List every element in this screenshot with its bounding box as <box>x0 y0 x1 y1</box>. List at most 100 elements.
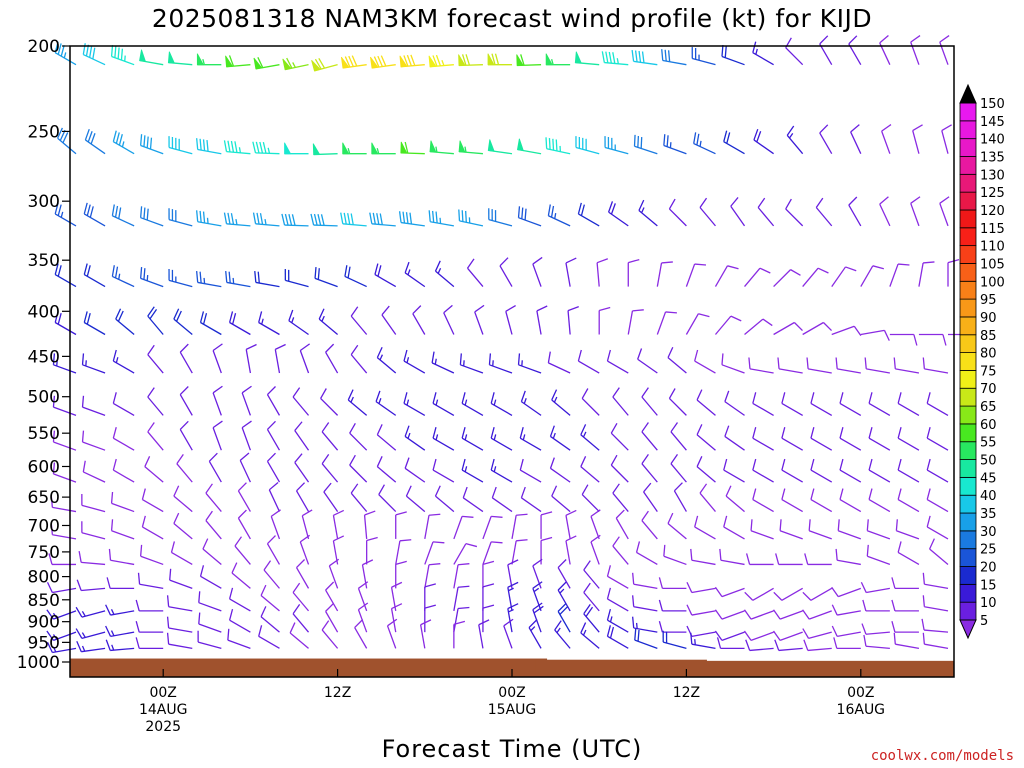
wind-barb <box>52 462 77 483</box>
wind-barb <box>228 587 251 612</box>
wind-barb <box>785 198 804 227</box>
wind-barb <box>50 523 77 540</box>
wind-barb <box>375 390 397 416</box>
wind-barb <box>46 581 77 594</box>
wind-barb <box>668 198 687 227</box>
wind-barb <box>926 427 949 451</box>
colorbar-segment <box>959 352 977 371</box>
wind-barb <box>601 51 629 66</box>
wind-barb <box>366 536 378 565</box>
wind-barb <box>517 206 542 227</box>
wind-barb <box>545 53 571 66</box>
wind-barb <box>443 304 455 335</box>
wind-barb <box>941 124 952 154</box>
wind-barb <box>349 423 368 451</box>
wind-barb <box>299 343 311 374</box>
wind-barb <box>612 387 629 416</box>
wind-barb <box>557 559 571 589</box>
wind-barb <box>606 608 629 633</box>
y-tick-label: 500 <box>28 388 60 408</box>
wind-barb <box>371 142 396 155</box>
wind-barb <box>205 483 222 512</box>
x-tick-label: 00Z <box>498 685 525 701</box>
wind-barb <box>225 55 251 68</box>
colorbar-label: 5 <box>980 614 988 629</box>
colorbar-segment <box>959 548 977 567</box>
wind-barb <box>52 430 77 451</box>
wind-barb <box>690 632 716 650</box>
wind-barb <box>835 548 861 566</box>
wind-barb <box>363 510 376 539</box>
wind-barb <box>144 456 164 483</box>
wind-barb <box>532 581 543 612</box>
wind-barb <box>75 606 106 618</box>
wind-barb <box>112 458 135 483</box>
wind-barb <box>549 457 571 483</box>
wind-barb <box>723 515 745 540</box>
wind-barb <box>598 306 611 335</box>
wind-barb <box>819 124 833 155</box>
wind-barb <box>258 311 280 336</box>
wind-barb <box>891 577 919 590</box>
wind-barb <box>197 630 222 649</box>
x-tick-label: 2025 <box>145 719 181 735</box>
y-tick-label: 950 <box>28 633 60 653</box>
wind-barb <box>528 619 542 649</box>
wind-barb <box>432 458 455 483</box>
wind-barb <box>223 140 251 155</box>
wind-barb <box>532 256 543 287</box>
wind-barb <box>815 197 833 227</box>
wind-barb <box>881 124 892 154</box>
wind-barb <box>461 427 484 451</box>
wind-barb <box>252 141 280 155</box>
wind-barb <box>839 488 862 513</box>
colorbar-segment <box>959 102 977 122</box>
wind-barb <box>922 632 949 650</box>
wind-barb <box>922 595 949 612</box>
y-tick-label: 450 <box>28 347 60 367</box>
wind-barb <box>76 640 106 653</box>
wind-barb <box>773 630 803 641</box>
wind-barb <box>139 544 164 566</box>
wind-barb <box>141 515 164 540</box>
wind-barb <box>453 515 474 540</box>
colorbar-label: 115 <box>980 222 1005 237</box>
colorbar-segment <box>959 298 977 318</box>
wind-barb <box>549 425 571 451</box>
wind-barb <box>581 484 600 513</box>
wind-barb <box>46 609 77 620</box>
wind-barb <box>895 519 920 540</box>
wind-barb <box>81 430 106 451</box>
wind-barb <box>565 509 577 540</box>
wind-barb <box>111 204 135 227</box>
wind-barb <box>803 639 832 652</box>
wind-barb <box>78 551 106 566</box>
wind-barb <box>173 485 193 513</box>
wind-barb <box>212 385 223 416</box>
wind-barb <box>719 548 745 566</box>
wind-barb <box>922 357 949 374</box>
wind-barb <box>289 622 309 649</box>
y-tick-label: 800 <box>28 568 60 588</box>
wind-barb <box>860 265 884 287</box>
wind-barb <box>810 488 833 513</box>
colorbar-label: 85 <box>980 329 997 344</box>
wind-barb <box>281 213 309 227</box>
wind-barb <box>462 486 484 513</box>
wind-barb <box>268 481 281 512</box>
wind-barb <box>461 458 484 483</box>
wind-barb <box>835 357 861 374</box>
wind-barb <box>893 632 920 650</box>
wind-barb <box>434 485 455 513</box>
wind-barb <box>744 267 771 288</box>
wind-barb <box>112 349 135 374</box>
wind-barb <box>349 454 368 483</box>
ground-segment <box>535 659 707 677</box>
credit-link[interactable]: coolwx.com/models <box>871 748 1014 764</box>
wind-barb <box>266 452 281 483</box>
wind-barb <box>458 209 484 227</box>
colorbar-segment <box>959 245 977 264</box>
wind-barb <box>575 136 600 155</box>
wind-barb <box>432 427 455 451</box>
wind-barb <box>661 49 687 66</box>
